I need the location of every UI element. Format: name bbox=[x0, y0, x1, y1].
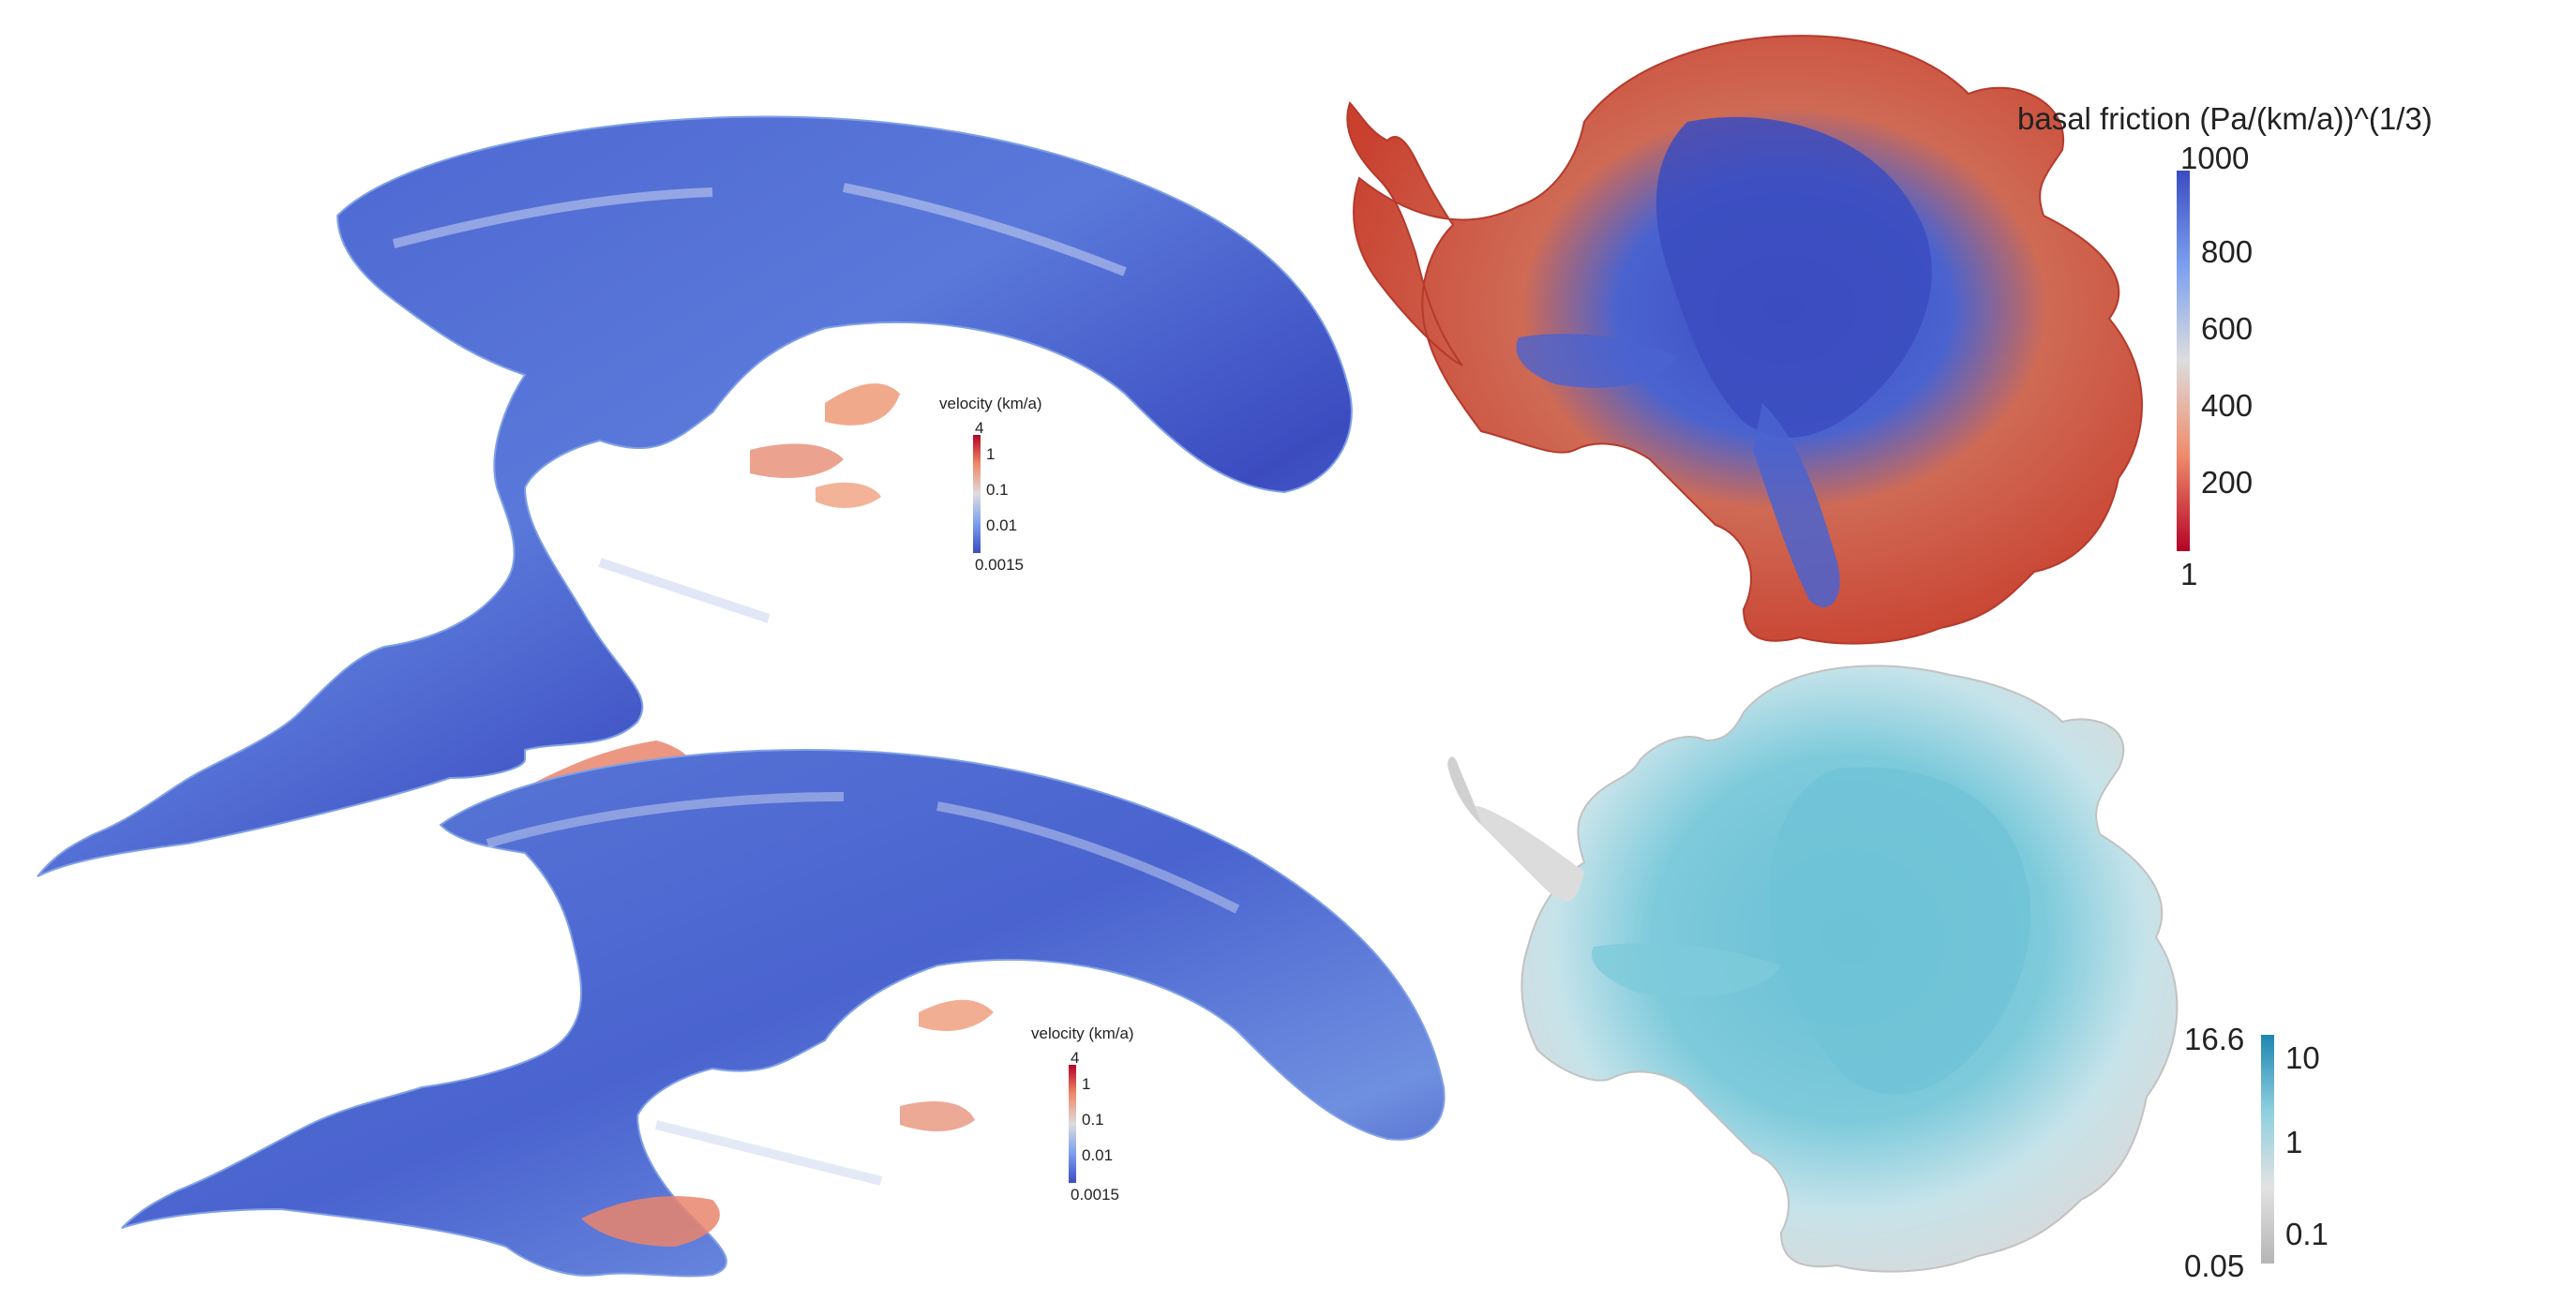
colorbar-tick-label: 0.1 bbox=[2285, 1217, 2329, 1251]
ice-sheet-surface-bottom bbox=[121, 748, 1445, 1278]
panel-top-left-velocity-map: velocity (km/a) 4 1 0.1 0.01 0.0015 bbox=[37, 115, 1353, 877]
ice-stream-red-2 bbox=[919, 999, 994, 1031]
colorbar-tick-label: 1 bbox=[986, 445, 995, 463]
colorbar-tick-label: 800 bbox=[2201, 234, 2253, 269]
ice-sheet-surface-top bbox=[37, 115, 1353, 877]
high-friction-arm-west bbox=[1516, 334, 1678, 388]
colorbar-tick-label: 1 bbox=[1082, 1075, 1090, 1093]
colorbar-top-left: velocity (km/a) 4 1 0.1 0.01 0.0015 bbox=[939, 395, 1042, 574]
colorbar-tick-label: 0.1 bbox=[1082, 1111, 1104, 1129]
colorbar-tick-label: 600 bbox=[2201, 311, 2253, 346]
high-friction-arm bbox=[1753, 403, 1840, 607]
colorbar-top-right: basal friction (Pa/(km/a))^(1/3) 1000 80… bbox=[2017, 101, 2433, 591]
colorbar-title: basal friction (Pa/(km/a))^(1/3) bbox=[2017, 101, 2433, 136]
teal-interior bbox=[1769, 767, 2031, 1095]
colorbar-title: velocity (km/a) bbox=[939, 395, 1042, 412]
colorbar-tick-label: 1 bbox=[2285, 1125, 2302, 1159]
colorbar-min-label: 0.05 bbox=[2184, 1249, 2244, 1283]
ice-streams-light bbox=[392, 183, 1127, 623]
colorbar-max-label: 16.6 bbox=[2184, 1022, 2244, 1056]
panel-bottom-right-map: 16.6 10 1 0.1 0.05 bbox=[1447, 665, 2329, 1283]
colorbar-bottom-right: 16.6 10 1 0.1 0.05 bbox=[2184, 1022, 2329, 1283]
colorbar-tick-label: 0.1 bbox=[986, 481, 1009, 499]
colorbar-max-label: 4 bbox=[1071, 1049, 1079, 1067]
panel-top-right-basal-friction-map: basal friction (Pa/(km/a))^(1/3) 1000 80… bbox=[1346, 35, 2433, 645]
colorbar-tick-label: 0.01 bbox=[1082, 1146, 1113, 1164]
colorbar-max-label: 1000 bbox=[2180, 141, 2249, 175]
colorbar-tick-label: 400 bbox=[2201, 388, 2253, 423]
colorbar-max-label: 4 bbox=[975, 419, 983, 437]
colorbar-min-label: 0.0015 bbox=[1071, 1186, 1119, 1204]
ice-stream-red-4 bbox=[816, 482, 881, 508]
peninsula-tail bbox=[1447, 756, 1481, 825]
colorbar-bar bbox=[2261, 1035, 2274, 1264]
ice-stream-red-1 bbox=[581, 1196, 720, 1247]
colorbar-title: velocity (km/a) bbox=[1031, 1024, 1134, 1042]
ice-stream-red-3 bbox=[900, 1101, 975, 1131]
peninsula-grey bbox=[1473, 806, 1584, 902]
colorbar-bottom-left: velocity (km/a) 4 1 0.1 0.01 0.0015 bbox=[1031, 1024, 1134, 1204]
teal-arm bbox=[1592, 943, 1781, 997]
ice-streams-light bbox=[486, 792, 1240, 1186]
colorbar-tick-label: 200 bbox=[2201, 465, 2253, 500]
high-friction-interior bbox=[1655, 116, 1932, 438]
colorbar-min-label: 1 bbox=[2180, 557, 2197, 591]
colorbar-min-label: 0.0015 bbox=[975, 556, 1024, 574]
colorbar-bar bbox=[973, 435, 981, 553]
colorbar-tick-label: 0.01 bbox=[986, 516, 1017, 534]
ice-stream-red-3 bbox=[750, 443, 844, 478]
colorbar-tick-label: 10 bbox=[2285, 1040, 2320, 1075]
colorbar-bar bbox=[1069, 1065, 1076, 1183]
colorbar-bar bbox=[2177, 171, 2190, 551]
panel-bottom-left-velocity-map: velocity (km/a) 4 1 0.1 0.01 0.0015 bbox=[121, 748, 1445, 1278]
ice-stream-red-2 bbox=[825, 383, 900, 426]
